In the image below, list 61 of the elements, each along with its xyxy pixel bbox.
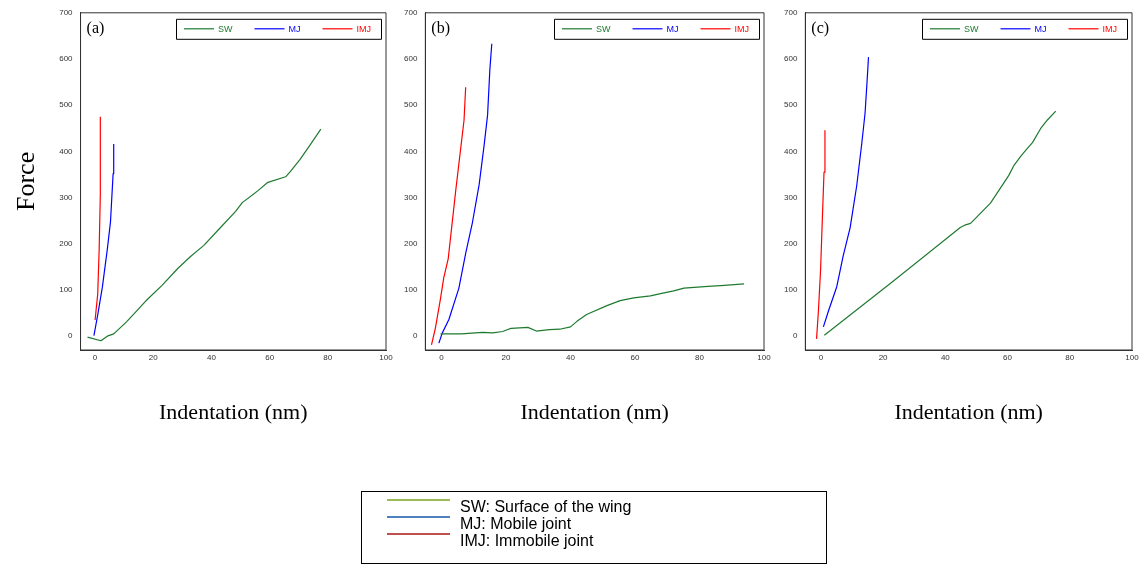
x-tick-label: 100 <box>1125 353 1140 362</box>
y-tick-label: 500 <box>59 100 74 110</box>
legend-label: IMJ <box>1102 24 1117 35</box>
y-tick-label: 700 <box>403 8 418 17</box>
x-axis-title: Indentation (nm) <box>894 398 1043 424</box>
annotation: (b) <box>431 19 450 37</box>
x-tick-label: 80 <box>695 353 705 362</box>
x-tick-label: 20 <box>148 353 159 362</box>
y-tick-label: 100 <box>783 285 798 295</box>
x-tick-label: 60 <box>265 353 275 362</box>
x-tick-label: 40 <box>207 353 217 362</box>
legend-label: SW: Surface of the wing <box>460 497 632 516</box>
y-tick-label: 300 <box>783 192 798 202</box>
x-tick-label: 40 <box>566 353 576 362</box>
x-tick-label: 80 <box>1065 353 1075 362</box>
y-tick-label: 400 <box>783 146 798 156</box>
x-tick-label: 20 <box>878 353 889 362</box>
x-tick-label: 0 <box>818 353 824 362</box>
y-tick-label: 700 <box>59 8 74 17</box>
legend-label: SW <box>218 24 234 35</box>
legend-label: MJ: Mobile joint <box>460 514 572 533</box>
y-tick-label: 300 <box>403 192 418 202</box>
y-tick-label: 200 <box>403 238 418 248</box>
x-tick-label: 100 <box>379 353 394 362</box>
annotation: (c) <box>811 19 830 37</box>
legend-label: IMJ <box>356 24 371 35</box>
y-tick-label: 400 <box>59 146 74 156</box>
y-tick-label: 100 <box>59 285 74 295</box>
x-tick-label: 20 <box>501 353 511 362</box>
y-tick-label: 500 <box>403 100 418 110</box>
y-tick-label: 600 <box>59 54 74 64</box>
x-axis-title: Indentation (nm) <box>159 398 308 424</box>
y-tick-label: 500 <box>783 100 798 110</box>
y-tick-label: 700 <box>783 8 798 17</box>
legend-label: IMJ: Immobile joint <box>460 531 594 550</box>
y-tick-label: 400 <box>403 146 418 156</box>
x-tick-label: 60 <box>1003 353 1013 362</box>
legend-label: MJ <box>1034 24 1047 35</box>
y-tick-label: 600 <box>783 54 798 64</box>
legend-label: MJ <box>288 24 301 35</box>
annotation: (a) <box>86 19 105 37</box>
legend-label: MJ <box>666 24 679 35</box>
x-tick-label: 100 <box>757 353 772 362</box>
y-tick-label: 0 <box>412 331 418 341</box>
y-tick-label: 200 <box>783 238 798 248</box>
y-tick-label: 0 <box>68 331 74 341</box>
x-tick-label: 80 <box>323 353 333 362</box>
x-tick-label: 0 <box>92 353 98 362</box>
x-tick-label: 60 <box>630 353 640 362</box>
legend-label: SW <box>596 24 612 35</box>
x-axis-title: Indentation (nm) <box>520 398 669 424</box>
y-tick-label: 600 <box>403 54 418 64</box>
y-tick-label: 300 <box>59 192 74 202</box>
legend-label: IMJ <box>734 24 749 35</box>
y-axis-title: Force <box>11 151 41 211</box>
legend-label: SW <box>964 24 980 35</box>
x-tick-label: 40 <box>940 353 951 362</box>
x-tick-label: 0 <box>439 353 445 362</box>
y-tick-label: 200 <box>59 238 74 248</box>
y-tick-label: 100 <box>403 285 418 295</box>
y-tick-label: 0 <box>792 331 798 341</box>
